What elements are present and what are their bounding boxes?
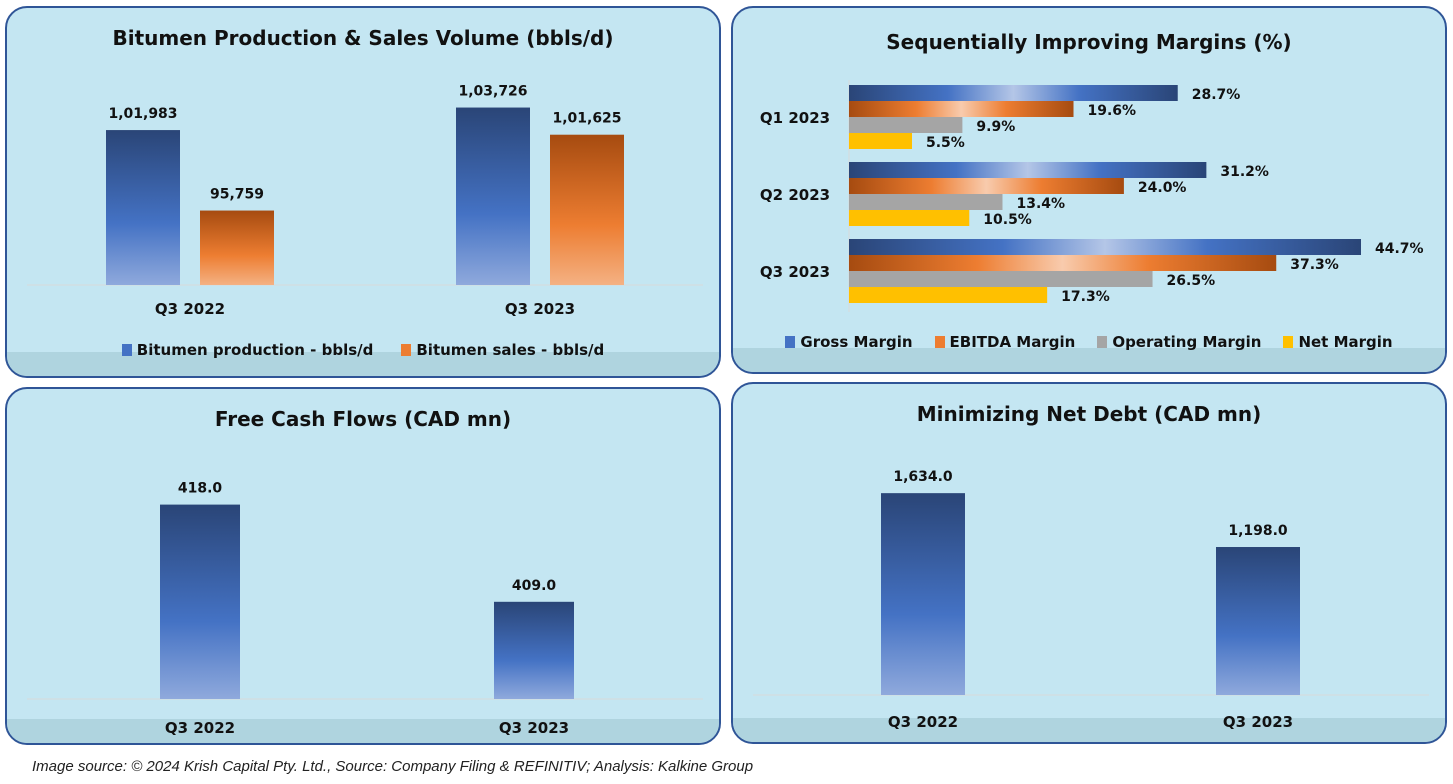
category-label: Q3 2023 (499, 719, 569, 737)
chart-title: Free Cash Flows (CAD mn) (214, 407, 512, 431)
water-strip (733, 348, 1445, 372)
bar-blue (849, 162, 1207, 178)
category-label: Q3 2023 (760, 263, 830, 281)
bar-orange (849, 255, 1277, 271)
legend-swatch-orange (401, 344, 412, 356)
data-label: 31.2% (1220, 164, 1269, 180)
legend-swatch-gray (1097, 336, 1108, 348)
legend-label: EBITDA Margin (949, 333, 1076, 351)
chart-title: Minimizing Net Debt (CAD mn) (916, 402, 1262, 426)
legend-swatch-blue (121, 344, 132, 356)
legend-swatch-orange (934, 336, 945, 348)
legend-item-ebitda: EBITDA Margin (934, 333, 1076, 351)
data-label: 10.5% (983, 212, 1032, 228)
data-label: 28.7% (1192, 87, 1241, 103)
bar-orange (200, 210, 274, 285)
data-label: 418.0 (178, 481, 223, 497)
legend-item-production: Bitumen production - bbls/d (121, 341, 374, 359)
bitumen-chart: 1,01,983 95,759 Q3 2022 1,03,726 1,01,625 Q3 … (27, 84, 703, 318)
chart-legend: Bitumen production - bbls/d Bitumen sale… (7, 341, 719, 359)
net-debt-chart: 1,634.0 Q3 2022 1,198.0 Q3 2023 (753, 469, 1429, 731)
data-label: 1,198.0 (1228, 523, 1288, 539)
chart-title: Bitumen Production & Sales Volume (bbls/… (112, 26, 614, 50)
data-label: 409.0 (512, 578, 557, 594)
bar-blue (849, 85, 1178, 101)
chart-title: Sequentially Improving Margins (%) (886, 30, 1292, 54)
bar-gray (849, 117, 963, 133)
source-footnote: Image source: © 2024 Krish Capital Pty. … (32, 758, 754, 775)
chart-legend: Gross Margin EBITDA Margin Operating Mar… (733, 333, 1445, 351)
legend-item-net: Net Margin (1283, 333, 1393, 351)
water-strip (733, 718, 1445, 742)
legend-label: Bitumen sales - bbls/d (416, 341, 605, 359)
bar-blue (849, 239, 1361, 255)
legend-label: Operating Margin (1112, 333, 1262, 351)
legend-label: Net Margin (1298, 333, 1393, 351)
data-label: 1,01,625 (552, 111, 621, 127)
margins-chart: 28.7% 19.6% 9.9% 5.5% Q1 2023 31.2% 24.0% 13.4%… (760, 80, 1424, 312)
legend-item-gross: Gross Margin (785, 333, 913, 351)
data-label: 17.3% (1061, 289, 1110, 305)
data-label: 1,634.0 (893, 469, 953, 485)
bar-blue (160, 504, 240, 699)
data-label: 5.5% (926, 135, 965, 151)
legend-label: Bitumen production - bbls/d (136, 341, 374, 359)
free-cash-flow-panel: Free Cash Flows (CAD mn) 418.0 Q3 2022 409… (5, 387, 721, 745)
data-label: 44.7% (1375, 241, 1424, 257)
net-debt-panel: Minimizing Net Debt (CAD mn) 1,634.0 Q3 2… (731, 382, 1447, 744)
bar-blue (494, 601, 574, 699)
bar-gray (849, 194, 1003, 210)
data-label: 26.5% (1167, 273, 1216, 289)
category-label: Q3 2023 (505, 300, 575, 318)
legend-label: Gross Margin (800, 333, 913, 351)
data-label: 1,03,726 (458, 84, 527, 100)
bar-blue (106, 130, 180, 285)
data-label: 13.4% (1016, 196, 1065, 212)
legend-swatch-blue (785, 336, 796, 348)
fcf-chart: 418.0 Q3 2022 409.0 Q3 2023 (27, 481, 703, 737)
bar-blue (1216, 547, 1300, 695)
bar-orange (849, 178, 1124, 194)
category-label: Q1 2023 (760, 109, 830, 127)
bar-blue (456, 107, 530, 286)
legend-swatch-yellow (1283, 336, 1294, 348)
category-label: Q3 2023 (1223, 713, 1293, 731)
data-label: 95,759 (210, 187, 264, 203)
category-label: Q3 2022 (888, 713, 958, 731)
water-strip (7, 719, 719, 743)
water-strip (7, 352, 719, 376)
bar-yellow (849, 287, 1048, 303)
data-label: 1,01,983 (108, 106, 177, 122)
data-label: 9.9% (976, 119, 1015, 135)
bar-blue (881, 493, 965, 695)
data-label: 37.3% (1290, 257, 1339, 273)
data-label: 24.0% (1138, 180, 1187, 196)
legend-item-sales: Bitumen sales - bbls/d (401, 341, 604, 359)
bar-gray (849, 271, 1153, 287)
margins-panel: Sequentially Improving Margins (%) 28.7%… (731, 6, 1447, 374)
bar-yellow (849, 133, 912, 149)
legend-item-operating: Operating Margin (1097, 333, 1261, 351)
category-label: Q2 2023 (760, 186, 830, 204)
bar-orange (849, 101, 1074, 117)
bar-yellow (849, 210, 970, 226)
bar-orange (550, 134, 624, 285)
category-label: Q3 2022 (165, 719, 235, 737)
data-label: 19.6% (1088, 103, 1137, 119)
bitumen-volume-panel: Bitumen Production & Sales Volume (bbls/… (5, 6, 721, 378)
category-label: Q3 2022 (155, 300, 225, 318)
